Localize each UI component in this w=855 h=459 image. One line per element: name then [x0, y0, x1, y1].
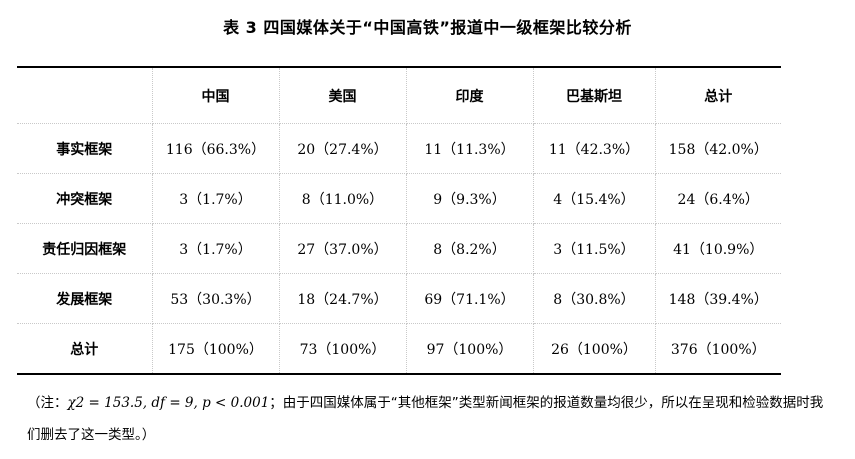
column-header-india: 印度: [405, 66, 534, 124]
table-cell: 376（100%）: [654, 323, 781, 375]
table-cell: 24（6.4%）: [654, 173, 781, 224]
table-row: 发展框架 53（30.3%） 18（24.7%） 69（71.1%） 8（30.…: [17, 273, 781, 324]
column-header-pakistan: 巴基斯坦: [532, 66, 656, 124]
comparison-table: 中国 美国 印度 巴基斯坦 总计 事实框架 116（66.3%） 20（27.4…: [17, 66, 781, 375]
row-label: 责任归因框架: [17, 223, 153, 274]
table-row: 责任归因框架 3（1.7%） 27（37.0%） 8（8.2%） 3（11.5%…: [17, 223, 781, 274]
table-cell: 27（37.0%）: [278, 223, 407, 274]
table-row: 事实框架 116（66.3%） 20（27.4%） 11（11.3%） 11（4…: [17, 123, 781, 174]
table-cell: 11（11.3%）: [405, 123, 534, 174]
header-corner: [17, 66, 153, 124]
table-cell: 148（39.4%）: [654, 273, 781, 324]
table-cell: 18（24.7%）: [278, 273, 407, 324]
note-text: ；由于四国媒体属于“其他框架”类型新闻框架的报道数量均很少，所以在呈现和检验数据…: [27, 395, 824, 443]
table-title: 表 3 四国媒体关于“中国高铁”报道中一级框架比较分析: [223, 18, 632, 37]
table-cell: 69（71.1%）: [405, 273, 534, 324]
table-cell: 158（42.0%）: [654, 123, 781, 174]
note-statistics: χ2 = 153.5, df = 9, p < 0.001: [67, 395, 270, 411]
table-cell: 53（30.3%）: [151, 273, 280, 324]
table-cell: 9（9.3%）: [405, 173, 534, 224]
table-row: 冲突框架 3（1.7%） 8（11.0%） 9（9.3%） 4（15.4%） 2…: [17, 173, 781, 224]
table-cell: 116（66.3%）: [151, 123, 280, 174]
table-cell: 8（30.8%）: [532, 273, 656, 324]
table-cell: 97（100%）: [405, 323, 534, 375]
row-label: 冲突框架: [17, 173, 153, 224]
note-prefix: （注：: [27, 395, 68, 411]
table-cell: 73（100%）: [278, 323, 407, 375]
table-cell: 8（8.2%）: [405, 223, 534, 274]
row-label: 总计: [17, 323, 153, 375]
table-cell: 3（11.5%）: [532, 223, 656, 274]
row-label: 事实框架: [17, 123, 153, 174]
row-label: 发展框架: [17, 273, 153, 324]
table-cell: 3（1.7%）: [151, 223, 280, 274]
header-row: 中国 美国 印度 巴基斯坦 总计: [17, 66, 781, 124]
table-cell: 4（15.4%）: [532, 173, 656, 224]
table-cell: 11（42.3%）: [532, 123, 656, 174]
table-cell: 41（10.9%）: [654, 223, 781, 274]
table-cell: 26（100%）: [532, 323, 656, 375]
column-header-china: 中国: [151, 66, 280, 124]
table-cell: 8（11.0%）: [278, 173, 407, 224]
column-header-usa: 美国: [278, 66, 407, 124]
table-cell: 3（1.7%）: [151, 173, 280, 224]
column-header-total: 总计: [654, 66, 781, 124]
table-cell: 175（100%）: [151, 323, 280, 375]
table-cell: 20（27.4%）: [278, 123, 407, 174]
table-row: 总计 175（100%） 73（100%） 97（100%） 26（100%） …: [17, 323, 781, 375]
table-note: （注：χ2 = 153.5, df = 9, p < 0.001；由于四国媒体属…: [27, 387, 832, 451]
